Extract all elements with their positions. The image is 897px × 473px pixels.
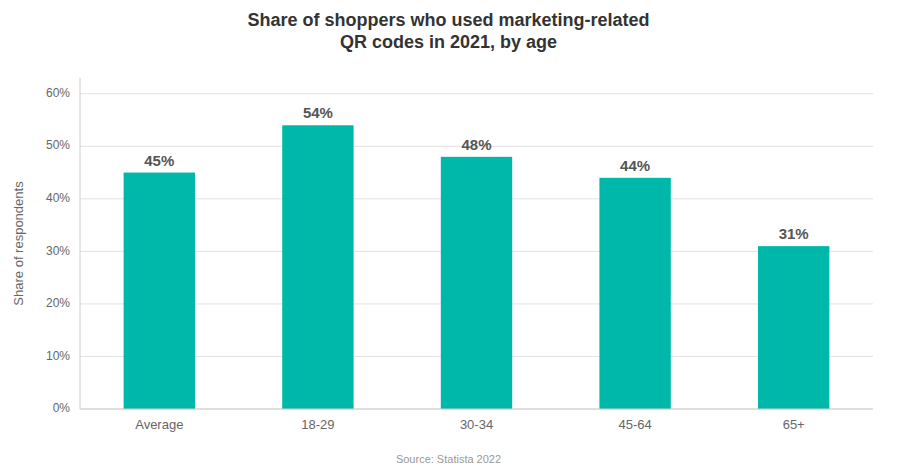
x-axis: Average 18-29 30-34 45-64 65+ (135, 417, 805, 432)
y-tick-label: 0% (53, 401, 71, 415)
data-label: 45% (144, 152, 174, 169)
y-tick-label: 40% (46, 191, 70, 205)
y-axis-label: Share of respondents (11, 181, 26, 306)
bars (124, 125, 830, 409)
y-axis-line (80, 78, 81, 409)
y-tick-label: 60% (46, 86, 70, 100)
grid-line (80, 93, 873, 94)
x-tick-label: Average (135, 417, 183, 432)
data-label: 44% (620, 157, 650, 174)
bar (124, 173, 195, 409)
bar (282, 125, 353, 409)
grid-line (80, 409, 873, 410)
source-note: Source: Statista 2022 (396, 453, 501, 465)
y-tick-label: 30% (46, 244, 70, 258)
y-tick-label: 20% (46, 296, 70, 310)
y-tick-label: 10% (46, 349, 70, 363)
bar (599, 178, 670, 409)
chart-svg: 0% 10% 20% 30% 40% 50% 60% Share of respondents… (0, 0, 897, 473)
data-labels: 45% 54% 48% 44% 31% (144, 104, 808, 242)
x-tick-label: 18-29 (301, 417, 334, 432)
data-label: 54% (303, 104, 333, 121)
x-tick-label: 45-64 (618, 417, 651, 432)
grid (80, 94, 873, 409)
y-tick-label: 50% (46, 138, 70, 152)
x-axis-line (80, 409, 873, 410)
data-label: 31% (779, 225, 809, 242)
x-tick-label: 65+ (783, 417, 805, 432)
bar (758, 246, 829, 409)
chart-container: 0% 10% 20% 30% 40% 50% 60% Share of respondents… (0, 0, 897, 473)
y-axis: 0% 10% 20% 30% 40% 50% 60% (46, 86, 70, 415)
data-label: 48% (461, 136, 491, 153)
bar (441, 157, 512, 409)
chart-title: Share of shoppers who used marketing-rel… (247, 10, 649, 52)
x-tick-label: 30-34 (460, 417, 493, 432)
